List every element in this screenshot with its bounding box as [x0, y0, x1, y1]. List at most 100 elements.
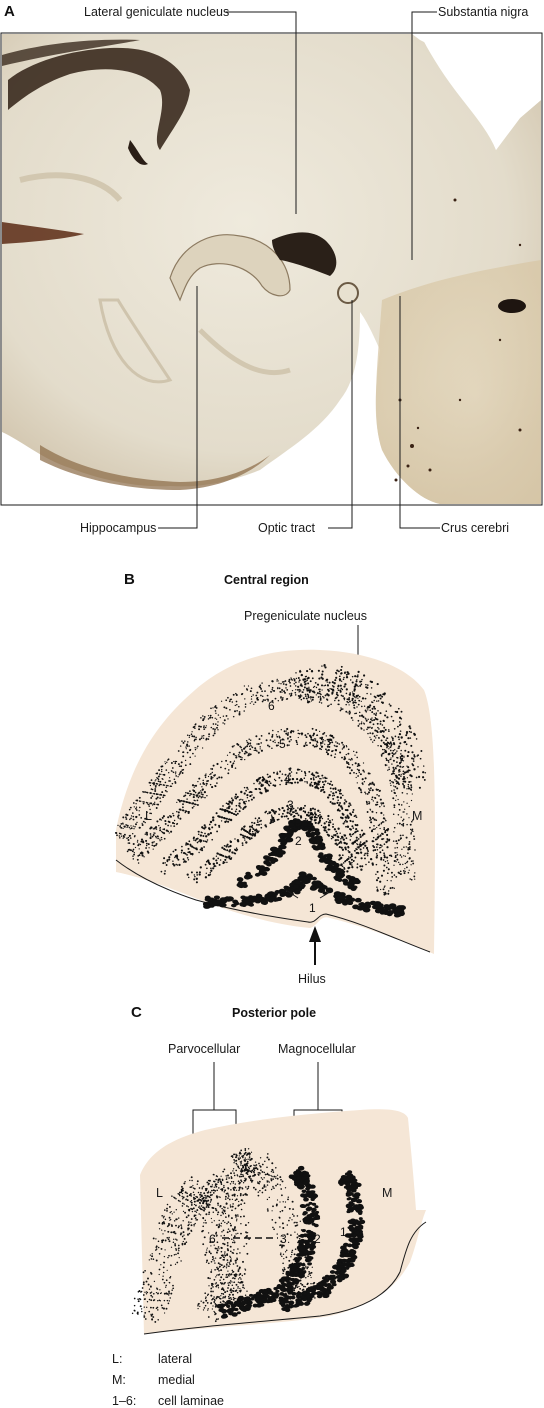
stipple-dot — [235, 1162, 238, 1165]
stipple-dot — [226, 843, 229, 846]
stipple-dot — [231, 1198, 234, 1201]
stipple-dot — [126, 814, 129, 817]
stipple-dot — [232, 753, 235, 756]
stipple-dot — [169, 1211, 171, 1214]
stipple-dot — [349, 679, 352, 681]
stipple-dot — [163, 784, 166, 786]
stipple-dot — [230, 1288, 232, 1290]
stipple-dot — [354, 754, 356, 756]
stipple-dot — [180, 799, 183, 802]
stipple-dot — [227, 1194, 230, 1196]
stipple-dot — [182, 1231, 185, 1234]
stipple-dot — [275, 1184, 277, 1187]
stipple-dot — [232, 1168, 235, 1170]
stipple-dot — [255, 749, 257, 751]
stipple-dot — [229, 844, 232, 848]
stipple-dot — [155, 779, 157, 781]
stipple-dot — [125, 818, 128, 820]
stipple-dot — [209, 820, 213, 824]
stipple-dot — [138, 814, 141, 816]
stipple-dot — [142, 820, 145, 823]
stipple-dot — [386, 872, 389, 875]
stipple-dot — [235, 1159, 238, 1162]
gyrus-contour-2 — [19, 172, 123, 203]
stipple-dot — [333, 828, 337, 831]
stipple-dot — [168, 1216, 171, 1219]
stipple-dot — [230, 1298, 233, 1300]
stipple-dot — [260, 735, 263, 737]
stipple-dot — [175, 855, 178, 857]
stipple-dot — [237, 1215, 239, 1217]
stipple-dot — [245, 1167, 247, 1170]
stipple-dot — [379, 745, 382, 747]
stipple-dot — [253, 822, 256, 825]
stipple-dot — [263, 855, 270, 860]
stipple-dot — [164, 762, 167, 765]
stipple-dot — [343, 841, 346, 844]
stipple-dot — [322, 739, 324, 741]
stipple-dot — [369, 787, 372, 790]
stipple-dot — [193, 874, 195, 876]
stipple-dot — [270, 1174, 272, 1177]
stipple-dot — [234, 793, 238, 796]
stipple-dot — [348, 693, 352, 696]
stipple-dot — [236, 1218, 238, 1220]
stipple-dot — [162, 815, 165, 818]
stipple-dot — [294, 1248, 297, 1251]
stipple-dot — [280, 779, 283, 782]
stipple-dot — [257, 1172, 259, 1174]
stipple-dot — [279, 783, 281, 786]
stipple-dot — [319, 737, 322, 739]
stipple-dot — [256, 697, 259, 700]
stipple-dot — [305, 1266, 307, 1269]
stipple-dot — [338, 675, 341, 678]
stipple-dot — [292, 1208, 295, 1211]
stipple-dot — [189, 794, 191, 797]
stipple-dot — [373, 713, 376, 715]
stipple-dot — [375, 737, 377, 739]
stipple-dot — [133, 806, 135, 808]
stipple-dot — [378, 790, 381, 792]
stipple-dot — [234, 1183, 236, 1185]
stipple-dot — [177, 1193, 179, 1195]
stipple-dot — [159, 1289, 161, 1291]
stipple-dot — [308, 1270, 310, 1273]
stipple-dot — [181, 1195, 183, 1198]
stipple-dot — [228, 1265, 230, 1268]
stipple-dot — [197, 1199, 199, 1202]
stipple-dot — [191, 731, 193, 733]
stipple-dot — [306, 1266, 309, 1269]
stipple-dot — [264, 811, 267, 814]
stipple-dot — [360, 857, 363, 860]
stipple-dot — [243, 825, 246, 828]
stipple-dot — [235, 814, 238, 816]
stipple-dot — [245, 1232, 247, 1234]
stipple-dot — [199, 1193, 202, 1196]
stipple-dot — [184, 794, 187, 797]
stipple-dot — [286, 1224, 289, 1226]
stipple-dot — [228, 803, 230, 806]
stipple-dot — [250, 1157, 253, 1160]
stipple-dot — [330, 791, 332, 793]
stipple-dot — [405, 730, 409, 734]
stipple-dot — [233, 1239, 235, 1241]
stipple-dot — [240, 1168, 243, 1171]
b-layer-3: 3 — [287, 798, 294, 812]
stipple-dot — [194, 800, 196, 802]
stipple-dot — [280, 815, 284, 818]
stipple-dot — [237, 1278, 240, 1280]
label-pregeniculate: Pregeniculate nucleus — [244, 609, 367, 623]
stipple-dot — [297, 732, 300, 735]
stipple-dot — [296, 781, 299, 784]
stipple-dot — [423, 778, 426, 781]
label-hippocampus: Hippocampus — [80, 521, 156, 535]
stipple-dot — [123, 833, 126, 836]
stipple-dot — [199, 783, 202, 785]
stipple-dot — [193, 836, 195, 839]
stipple-dot — [251, 827, 254, 829]
stipple-dot — [155, 1248, 158, 1250]
stipple-dot — [226, 1290, 229, 1293]
stipple-dot — [343, 676, 345, 679]
stipple-dot — [229, 751, 231, 754]
stipple-dot — [392, 797, 395, 800]
